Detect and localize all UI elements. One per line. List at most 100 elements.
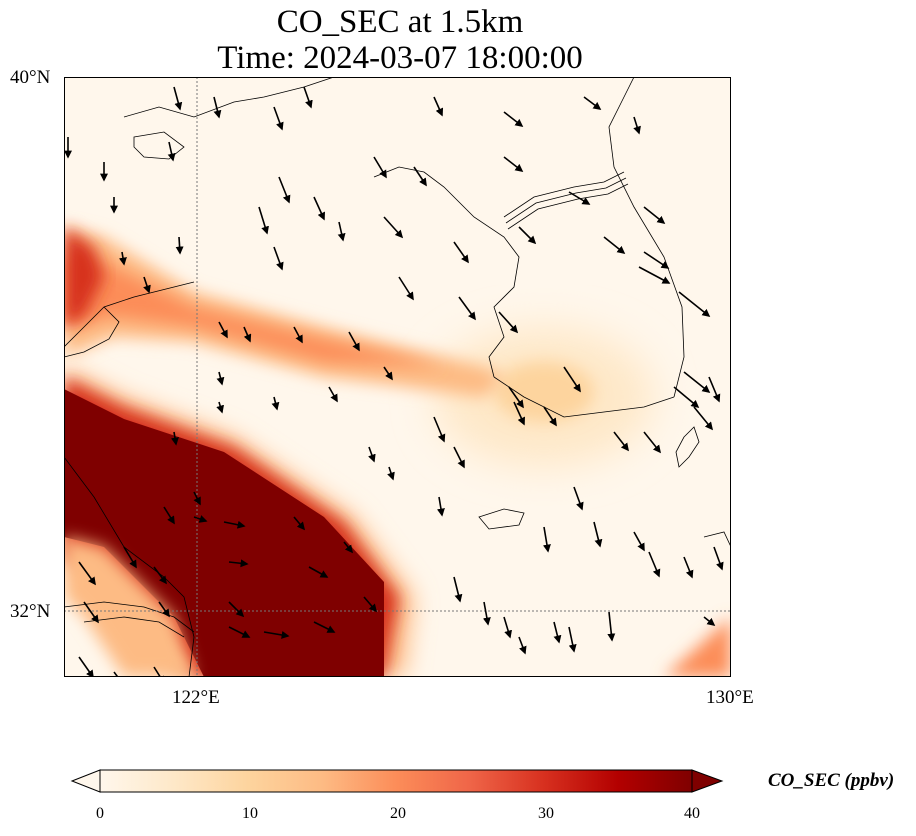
- colorbar-tick-40: 40: [684, 805, 700, 822]
- wind-arrow: [398, 276, 414, 301]
- wind-arrow: [293, 326, 303, 344]
- coastline-korea-south: [493, 376, 675, 418]
- colorbar-tick-30: 30: [538, 805, 554, 822]
- wind-arrow: [593, 521, 603, 548]
- colorbar-max-extend: [691, 769, 724, 793]
- wind-arrow: [383, 366, 393, 381]
- wind-arrow: [313, 196, 325, 221]
- wind-arrow: [518, 226, 537, 245]
- wind-arrow: [543, 526, 551, 553]
- wind-arrow: [216, 401, 224, 414]
- wind-arrow: [643, 431, 661, 454]
- wind-arrow: [273, 246, 284, 271]
- wind-arrow: [613, 431, 629, 452]
- wind-arrow: [328, 386, 338, 403]
- wind-arrow: [413, 166, 427, 187]
- wind-arrow: [508, 386, 524, 409]
- chart-title-line-1: CO_SEC at 1.5km: [276, 4, 524, 40]
- wind-arrow: [643, 251, 670, 269]
- colorbar-label: CO_SEC (ppbv): [768, 770, 895, 791]
- wind-arrow: [163, 506, 175, 525]
- wind-arrow: [263, 631, 290, 639]
- colorbar-tick-20: 20: [390, 805, 406, 822]
- wind-arrow: [348, 331, 360, 352]
- wind-arrow: [153, 666, 165, 677]
- wind-arrow: [337, 221, 346, 242]
- wind-arrow: [383, 216, 404, 239]
- north-korea-border-2: [505, 177, 627, 224]
- wind-arrow: [633, 116, 641, 135]
- colorbar: [70, 769, 724, 793]
- coastline-jeju: [478, 508, 525, 530]
- wind-arrow: [518, 636, 527, 655]
- wind-arrow: [78, 656, 94, 677]
- coastline-yangtze-south: [83, 616, 185, 638]
- wind-arrow: [143, 276, 151, 294]
- colorbar-min-extend: [70, 769, 101, 793]
- wind-vector-field: [64, 86, 724, 677]
- wind-arrow: [607, 611, 616, 642]
- wind-arrow: [583, 96, 602, 110]
- wind-arrow: [453, 241, 469, 264]
- wind-arrow: [113, 671, 119, 677]
- wind-arrow: [193, 491, 201, 506]
- wind-arrow: [303, 86, 313, 109]
- coastline-shandong-east: [64, 306, 120, 358]
- lon-label-122e: 122°E: [172, 687, 220, 708]
- wind-arrow: [437, 496, 445, 517]
- wind-arrow: [683, 556, 694, 579]
- wind-arrow: [223, 520, 246, 529]
- wind-arrow: [158, 601, 170, 618]
- wind-arrow: [433, 96, 444, 117]
- wind-arrow: [713, 546, 724, 571]
- lon-label-130e: 130°E: [706, 687, 754, 708]
- wind-arrow: [678, 291, 711, 317]
- colorbar-gradient: [99, 769, 693, 793]
- wind-arrow: [643, 206, 666, 224]
- wind-arrow: [673, 386, 700, 409]
- coastline-korea-west: [373, 166, 520, 378]
- wind-arrow: [228, 626, 251, 638]
- wind-arrow: [563, 366, 581, 393]
- wind-arrow: [683, 371, 711, 393]
- wind-arrow: [648, 551, 661, 578]
- wind-arrow: [258, 206, 269, 235]
- map-panel: [64, 77, 731, 677]
- wind-arrow: [368, 446, 376, 463]
- wind-arrow: [453, 446, 465, 469]
- wind-arrow: [363, 596, 378, 613]
- wind-arrow: [173, 86, 183, 111]
- wind-arrow: [503, 111, 524, 127]
- plume-band-inner: [64, 257, 444, 367]
- wind-arrow: [703, 616, 716, 626]
- wind-arrow: [216, 371, 225, 386]
- southwest-gap: [64, 537, 194, 677]
- wind-arrow: [175, 236, 184, 255]
- wind-arrow: [167, 141, 176, 162]
- wind-arrow: [153, 566, 167, 585]
- wind-arrow: [119, 251, 127, 266]
- wind-arrow: [313, 621, 336, 633]
- wind-arrow: [228, 559, 249, 568]
- southeast-corner-plume: [664, 617, 731, 677]
- wind-arrow: [213, 96, 222, 119]
- wind-arrow: [568, 191, 591, 205]
- wind-arrow: [343, 541, 353, 554]
- colorbar-tick-0: 0: [96, 805, 104, 822]
- wind-arrow: [218, 321, 228, 339]
- plume-band-outer: [64, 227, 504, 397]
- secondary-peak-core: [494, 362, 594, 422]
- coastline-yangtze-north: [64, 601, 195, 633]
- wind-arrow: [638, 266, 671, 284]
- wind-arrow: [603, 236, 626, 254]
- north-korea-border-1: [503, 171, 625, 218]
- wind-arrow: [482, 601, 491, 626]
- wind-arrow: [453, 576, 463, 603]
- map-frame: [64, 77, 731, 677]
- wind-arrow: [278, 176, 291, 204]
- wind-arrow: [78, 561, 96, 586]
- wind-arrow: [513, 401, 525, 426]
- wind-arrow: [633, 531, 645, 552]
- wind-arrow: [503, 616, 512, 639]
- wind-arrow: [503, 156, 524, 172]
